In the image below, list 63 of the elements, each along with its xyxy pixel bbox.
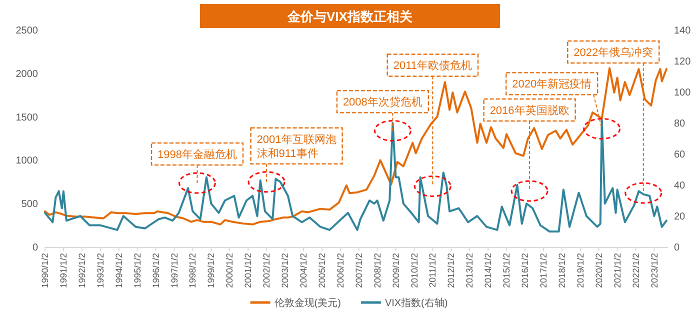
annotation: 2016年英国脱欧 bbox=[490, 104, 570, 118]
y2-tick-label: 120 bbox=[674, 56, 692, 68]
x-tick-label: 1994/1/2 bbox=[114, 253, 124, 288]
x-tick-label: 2009/1/2 bbox=[390, 253, 401, 288]
y2-tick-label: 0 bbox=[674, 242, 680, 254]
x-tick-label: 1996/1/2 bbox=[150, 253, 161, 288]
x-tick-label: 1993/1/2 bbox=[95, 253, 106, 288]
x-tick-label: 2016/1/2 bbox=[520, 253, 530, 288]
y-tick-label: 0 bbox=[32, 242, 38, 254]
y2-tick-label: 140 bbox=[674, 26, 692, 36]
x-tick-label: 2010/1/2 bbox=[409, 253, 420, 288]
annotation: 2016年英国脱欧 bbox=[483, 98, 576, 202]
x-tick-label: 1997/1/2 bbox=[169, 253, 180, 288]
legend-label: VIX指数(右轴) bbox=[384, 297, 448, 309]
x-tick-label: 2015/1/2 bbox=[502, 253, 512, 288]
x-tick-label: 2017/1/2 bbox=[538, 253, 549, 288]
x-tick-label: 2019/1/2 bbox=[575, 253, 586, 288]
x-tick-label: 2013/1/2 bbox=[464, 253, 475, 288]
y-tick-label: 500 bbox=[21, 199, 38, 210]
annotation: 2008年次贷危机 bbox=[342, 96, 422, 109]
y-tick-label: 1000 bbox=[16, 156, 38, 167]
y2-tick-label: 20 bbox=[674, 212, 686, 222]
x-tick-label: 2000/1/2 bbox=[224, 253, 235, 288]
x-tick-label: 1999/1/2 bbox=[206, 253, 216, 288]
y-tick-label: 1500 bbox=[16, 112, 38, 124]
annotation: 2011年欧债危机 bbox=[393, 60, 472, 72]
x-tick-label: 2011/1/2 bbox=[428, 253, 438, 288]
line-series bbox=[44, 118, 668, 232]
x-tick-label: 2014/1/2 bbox=[483, 253, 494, 288]
x-tick-label: 2007/1/2 bbox=[354, 253, 364, 288]
x-tick-label: 2005/1/2 bbox=[316, 253, 327, 288]
y-tick-label: 2500 bbox=[16, 26, 38, 36]
y2-tick-label: 60 bbox=[674, 150, 686, 160]
annotation: 2001年互联网泡沫和911事件 bbox=[248, 127, 343, 193]
x-tick-label: 2006/1/2 bbox=[335, 253, 346, 288]
x-tick-label: 2020/1/2 bbox=[594, 253, 604, 288]
y2-tick-label: 40 bbox=[674, 180, 686, 192]
annotation: 2022年俄乌冲突 bbox=[574, 46, 654, 60]
annotation: 2020年新冠疫情 bbox=[512, 78, 592, 91]
y-tick-label: 2000 bbox=[16, 68, 38, 80]
annotation: 1998年金融危机 bbox=[150, 142, 244, 194]
x-tick-label: 2021/1/2 bbox=[612, 253, 622, 288]
annotation: 1998年金融危机 bbox=[157, 149, 237, 162]
x-tick-label: 2023/1/2 bbox=[649, 253, 660, 288]
x-tick-label: 1998/1/2 bbox=[188, 253, 198, 288]
annotation: 2008年次贷危机 bbox=[336, 90, 430, 142]
x-tick-label: 2001/1/2 bbox=[243, 253, 254, 288]
x-tick-label: 1990/1/2 bbox=[40, 253, 50, 288]
x-tick-label: 2004/1/2 bbox=[298, 253, 308, 288]
y2-tick-label: 80 bbox=[674, 118, 686, 130]
y2-tick-label: 100 bbox=[674, 88, 692, 98]
legend-label: 伦敦金现(美元) bbox=[274, 297, 341, 309]
x-tick-label: 2008/1/2 bbox=[372, 253, 382, 288]
x-tick-label: 1991/1/2 bbox=[58, 253, 68, 288]
annotation: 2001年互联网泡沫和911事件 bbox=[256, 134, 336, 160]
x-tick-label: 2012/1/2 bbox=[446, 253, 456, 288]
x-tick-label: 1995/1/2 bbox=[132, 253, 142, 288]
x-tick-label: 2002/1/2 bbox=[262, 253, 272, 288]
x-tick-label: 2022/1/2 bbox=[630, 253, 641, 288]
x-tick-label: 2018/1/2 bbox=[556, 253, 567, 288]
x-tick-label: 1992/1/2 bbox=[76, 253, 87, 288]
chart-title: 金价与VIX指数正相关 bbox=[286, 9, 414, 24]
x-tick-label: 2003/1/2 bbox=[280, 253, 290, 288]
